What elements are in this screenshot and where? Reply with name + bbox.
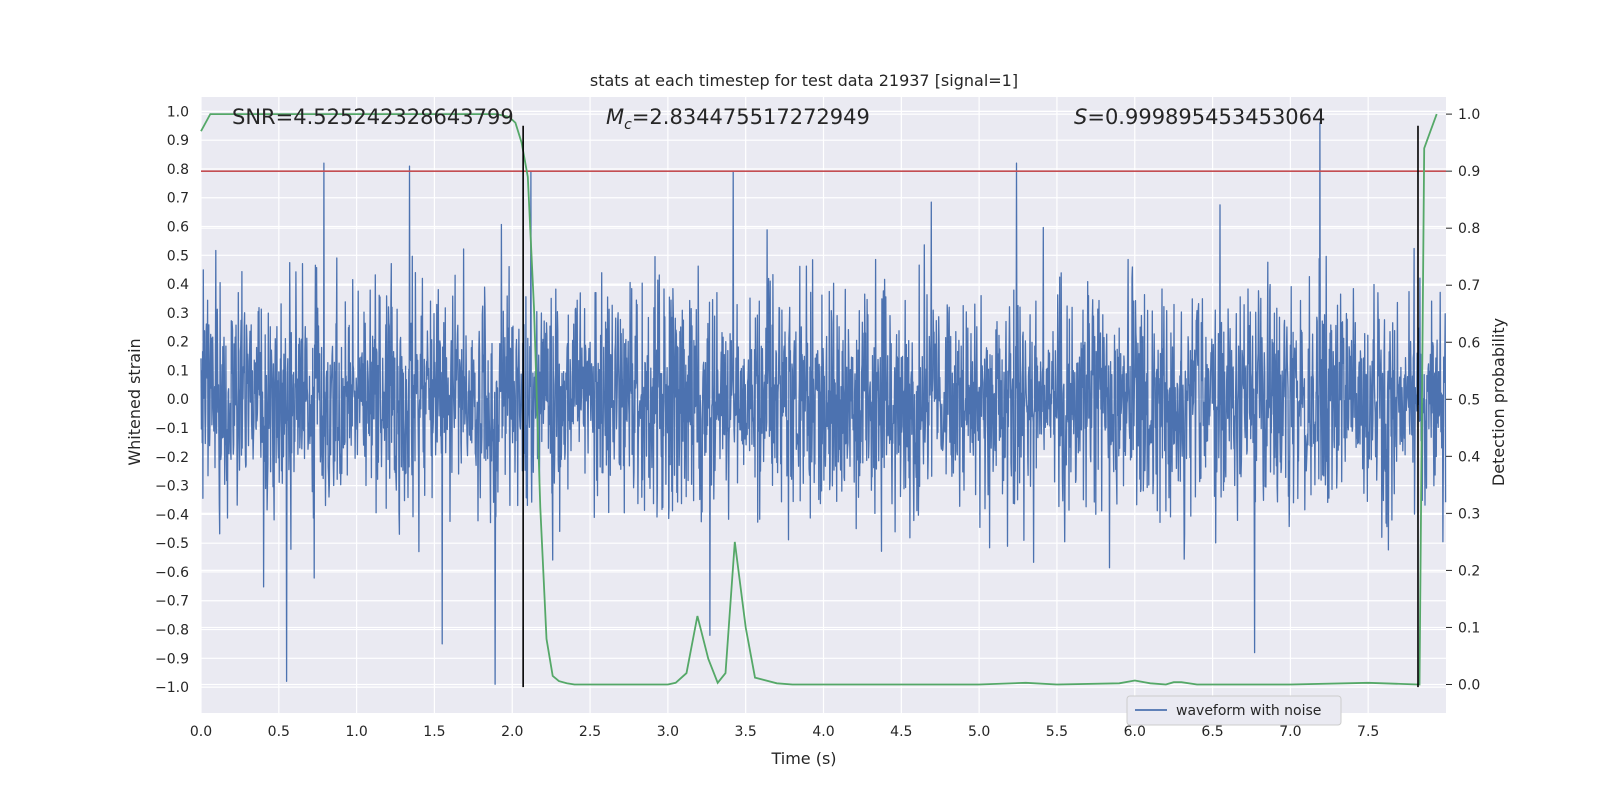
y2-tick-label: 0.0	[1458, 677, 1480, 693]
vertical-markers	[522, 125, 1419, 688]
y2-tick-label: 0.6	[1458, 335, 1480, 351]
spin-value: =0.999895453453064	[1087, 105, 1325, 129]
y2-tick-label: 0.4	[1458, 449, 1480, 465]
y-tick-label: 0.5	[167, 248, 189, 264]
y2-tick-label: 1.0	[1458, 107, 1480, 123]
x-tick-label: 5.5	[1046, 724, 1068, 740]
y-tick-label: −0.5	[155, 536, 189, 552]
y2-tick-label: 0.3	[1458, 506, 1480, 522]
y2-tick-label: 0.2	[1458, 563, 1480, 579]
x-axis-label: Time (s)	[770, 749, 836, 768]
x-tick-label: 4.0	[812, 724, 834, 740]
legend: waveform with noise	[1126, 695, 1342, 726]
y-tick-label: −0.2	[155, 450, 189, 466]
legend-box	[1126, 695, 1342, 726]
chirp-mass-annotation: Mc=2.834475517272949	[606, 105, 870, 133]
y-tick-label: 0.0	[167, 392, 189, 408]
y-axis-ticks: 1.0 0.9 0.8 0.7 0.6 0.5 0.4 0.3 0.2 0.1 0.0 −0.1 −0.…	[155, 104, 189, 696]
spin-annotation: S=0.999895453453064	[1074, 105, 1325, 129]
x-tick-label: 6.0	[1124, 724, 1146, 740]
chirp-mass-subscript: c	[624, 117, 632, 133]
y-tick-label: 0.9	[167, 133, 189, 149]
y-tick-label: 0.8	[167, 162, 189, 178]
x-tick-label: 3.0	[657, 724, 679, 740]
legend-label: waveform with noise	[1176, 703, 1321, 719]
x-axis-ticks: 0.0 0.5 1.0 1.5 2.0 2.5 3.0 3.5 4.0 4.5 5.0 5.5 6.0 6…	[190, 724, 1379, 740]
y-tick-label: 0.2	[167, 335, 189, 351]
x-tick-label: 2.0	[501, 724, 523, 740]
y-tick-label: 0.3	[167, 306, 189, 322]
spin-symbol: S	[1074, 105, 1087, 129]
chirp-mass-symbol: M	[606, 105, 624, 129]
x-tick-label: 2.5	[579, 724, 601, 740]
y-tick-label: −0.7	[155, 594, 189, 610]
y-axis-label: Whitened strain	[125, 338, 144, 465]
y-tick-label: −0.1	[155, 421, 189, 437]
x-tick-label: 0.5	[268, 724, 290, 740]
y2-axis-ticks: 1.0 0.9 0.8 0.7 0.6 0.5 0.4 0.3 0.2 0.1 0.0	[1446, 107, 1480, 693]
y-tick-label: 0.4	[167, 277, 189, 293]
waveform-line	[200, 122, 1447, 685]
y2-tick-label: 0.9	[1458, 164, 1480, 180]
y2-axis-label: Detection probability	[1489, 318, 1508, 486]
x-tick-label: 7.0	[1279, 724, 1301, 740]
x-tick-label: 4.5	[890, 724, 912, 740]
y-tick-label: −0.9	[155, 651, 189, 667]
y-tick-label: 0.1	[167, 363, 189, 379]
x-tick-label: 7.5	[1357, 724, 1379, 740]
y2-tick-label: 0.7	[1458, 278, 1480, 294]
x-tick-label: 0.0	[190, 724, 212, 740]
y2-tick-label: 0.8	[1458, 221, 1480, 237]
x-tick-label: 3.5	[735, 724, 757, 740]
y-tick-label: 1.0	[167, 104, 189, 120]
waveform-series	[200, 122, 1447, 685]
y-tick-label: −1.0	[155, 680, 189, 696]
snr-annotation: SNR=4.525242328643799	[232, 105, 514, 129]
chirp-mass-value: =2.834475517272949	[632, 105, 870, 129]
x-tick-label: 1.5	[423, 724, 445, 740]
chart-title: stats at each timestep for test data 219…	[590, 71, 1018, 90]
x-tick-label: 1.0	[345, 724, 367, 740]
y2-tick-label: 0.5	[1458, 392, 1480, 408]
x-tick-label: 6.5	[1201, 724, 1223, 740]
y-tick-label: −0.3	[155, 479, 189, 495]
y-tick-label: −0.6	[155, 565, 189, 581]
x-tick-label: 5.0	[968, 724, 990, 740]
y-tick-label: −0.4	[155, 507, 189, 523]
y-tick-label: 0.6	[167, 220, 189, 236]
y2-tick-label: 0.1	[1458, 620, 1480, 636]
y-tick-label: −0.8	[155, 623, 189, 639]
y-tick-label: 0.7	[167, 191, 189, 207]
